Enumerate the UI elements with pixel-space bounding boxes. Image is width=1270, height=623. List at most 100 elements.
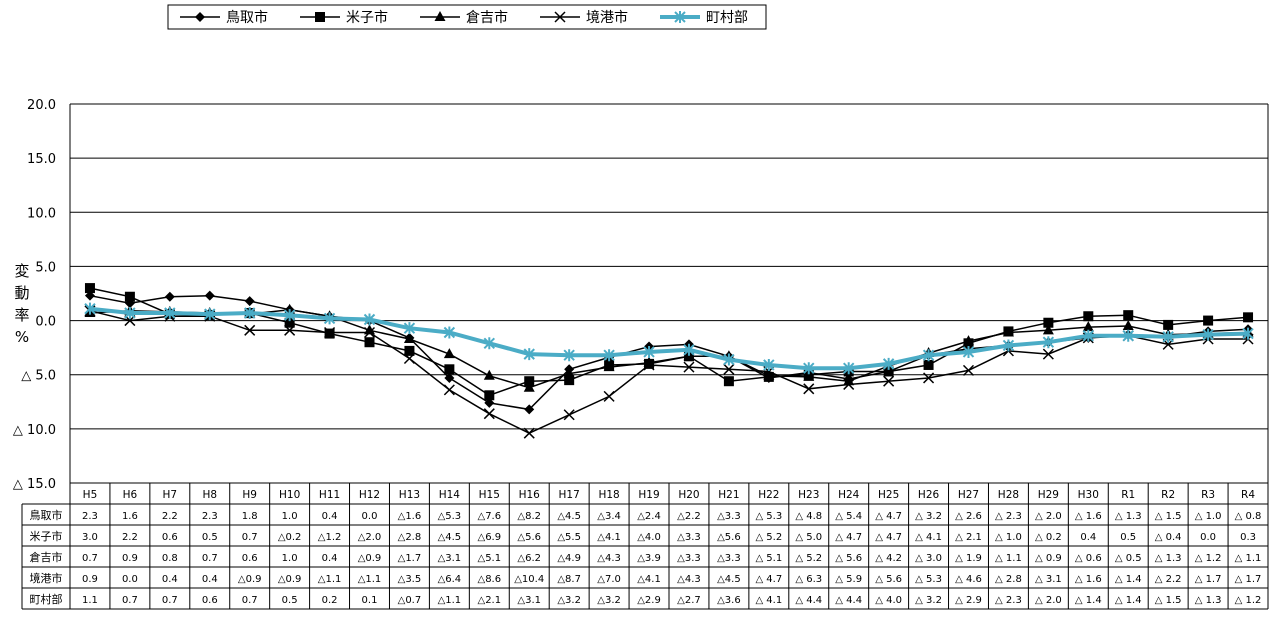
y-axis-label: 変動率% [14, 262, 29, 346]
table-cell: △1.1 [358, 574, 382, 585]
table-cell: 0.6 [202, 595, 218, 606]
table-cell: △5.5 [557, 532, 581, 543]
table-cell: △ 4.4 [835, 595, 862, 606]
table-cell: △ 2.9 [955, 595, 982, 606]
series-4 [84, 305, 1254, 439]
table-cell: △4.3 [597, 553, 621, 564]
y-tick-label: 5.0 [35, 260, 56, 275]
series-line [89, 306, 1249, 371]
marker-square [284, 317, 295, 328]
table-cell: △ 5.2 [795, 553, 822, 564]
marker-asterisk [803, 362, 815, 375]
marker-triangle [403, 332, 415, 343]
table-cell: △ 1.6 [1075, 574, 1102, 585]
table-cell: △1.6 [398, 511, 422, 522]
table-cell: 0.9 [122, 553, 138, 564]
marker-square [564, 375, 575, 386]
marker-x [244, 324, 256, 336]
table-cell: △4.5 [557, 511, 581, 522]
marker-asterisk [643, 345, 655, 358]
series-line [89, 308, 1249, 389]
table-cell: △ 1.1 [1235, 553, 1262, 564]
y-axis-label-char: 動 [14, 284, 29, 302]
legend-entry-5: 町村部 [660, 10, 748, 26]
table-cell: △8.6 [478, 574, 502, 585]
marker-diamond [204, 290, 215, 301]
marker-x [683, 361, 695, 373]
table-cell: △ 4.2 [875, 553, 902, 564]
table-cell: 1.1 [82, 595, 98, 606]
y-tick-label: 20.0 [27, 98, 56, 113]
marker-asterisk [323, 312, 336, 325]
table-cell: 1.8 [242, 511, 258, 522]
table-header-cell: H14 [439, 489, 461, 501]
table-cell: 2.3 [82, 511, 98, 522]
marker-triangle [563, 367, 575, 378]
table-header-cell: H27 [958, 489, 979, 501]
table-cell: △7.6 [478, 511, 502, 522]
table-cell: △1.1 [318, 574, 342, 585]
table-cell: △4.1 [637, 574, 661, 585]
marker-triangle [434, 11, 446, 21]
marker-asterisk [1162, 330, 1174, 343]
marker-square [324, 328, 335, 339]
table-cell: 0.7 [82, 553, 98, 564]
marker-square [923, 359, 934, 370]
table-header-cell: H24 [838, 489, 860, 501]
table-cell: △ 1.7 [1235, 574, 1262, 585]
marker-triangle [1122, 319, 1134, 330]
marker-square [1243, 312, 1254, 323]
table-cell: △ 1.4 [1115, 595, 1142, 606]
marker-x [324, 326, 336, 339]
table-cell: △3.2 [557, 595, 581, 606]
marker-square [84, 283, 95, 294]
table-cell: △8.7 [557, 574, 581, 585]
table-header-cell: R4 [1241, 489, 1255, 501]
marker-asterisk [842, 362, 855, 375]
table-header-cell: R3 [1201, 489, 1215, 501]
table-cell: △3.2 [597, 595, 621, 606]
table-cell: △2.0 [358, 532, 382, 543]
marker-diamond [524, 404, 535, 415]
marker-asterisk [483, 337, 496, 350]
table-header-cell: H29 [1038, 489, 1059, 501]
table-cell: △3.1 [438, 553, 462, 564]
table-cell: △ 2.0 [1035, 595, 1062, 606]
y-tick-label: △ 5.0 [21, 369, 56, 384]
table-cell: △4.5 [438, 532, 462, 543]
table-cell: △3.1 [517, 595, 541, 606]
table-cell: 2.2 [162, 511, 178, 522]
table-cell: △ 2.1 [955, 532, 982, 543]
marker-asterisk [403, 322, 416, 335]
table-cell: △ 5.2 [755, 532, 782, 543]
marker-triangle [763, 369, 775, 380]
table-cell: △6.4 [438, 574, 462, 585]
table-cell: △ 0.6 [1075, 553, 1102, 564]
table-cell: △ 1.0 [1195, 511, 1222, 522]
marker-x [803, 383, 815, 395]
marker-asterisk [683, 343, 695, 356]
table-cell: △ 1.1 [995, 553, 1022, 564]
marker-asterisk [563, 349, 575, 362]
table-cell: 2.2 [122, 532, 138, 543]
table-cell: △2.2 [677, 511, 701, 522]
table-cell: △7.0 [597, 574, 621, 585]
table-cell: △ 1.3 [1115, 511, 1142, 522]
data-table: H5 H6 H7 H8 H9 H10 H11 H12 H13 H14 H15 H16 H17 H18 H19… [21, 482, 1269, 610]
marker-asterisk [674, 11, 686, 23]
table-cell: △2.9 [637, 595, 661, 606]
marker-square [723, 376, 734, 387]
table-cell: △4.3 [677, 574, 701, 585]
marker-square [404, 345, 415, 356]
table-cell: △ 0.9 [1035, 553, 1062, 564]
table-cell: 0.6 [242, 553, 258, 564]
table-cell: △5.3 [438, 511, 462, 522]
marker-square [1083, 311, 1094, 322]
y-tick-label: △ 15.0 [13, 477, 56, 492]
legend-label: 米子市 [346, 9, 388, 26]
table-cell: △ 5.1 [755, 553, 782, 564]
y-axis-ticks: 20.0 15.0 10.0 5.0 0.0 △ 5.0 △ 10.0 △ 15.0 [13, 98, 56, 492]
table-header-cell: H7 [163, 489, 178, 501]
table-cell: △0.9 [278, 574, 302, 585]
marker-asterisk [723, 353, 735, 366]
